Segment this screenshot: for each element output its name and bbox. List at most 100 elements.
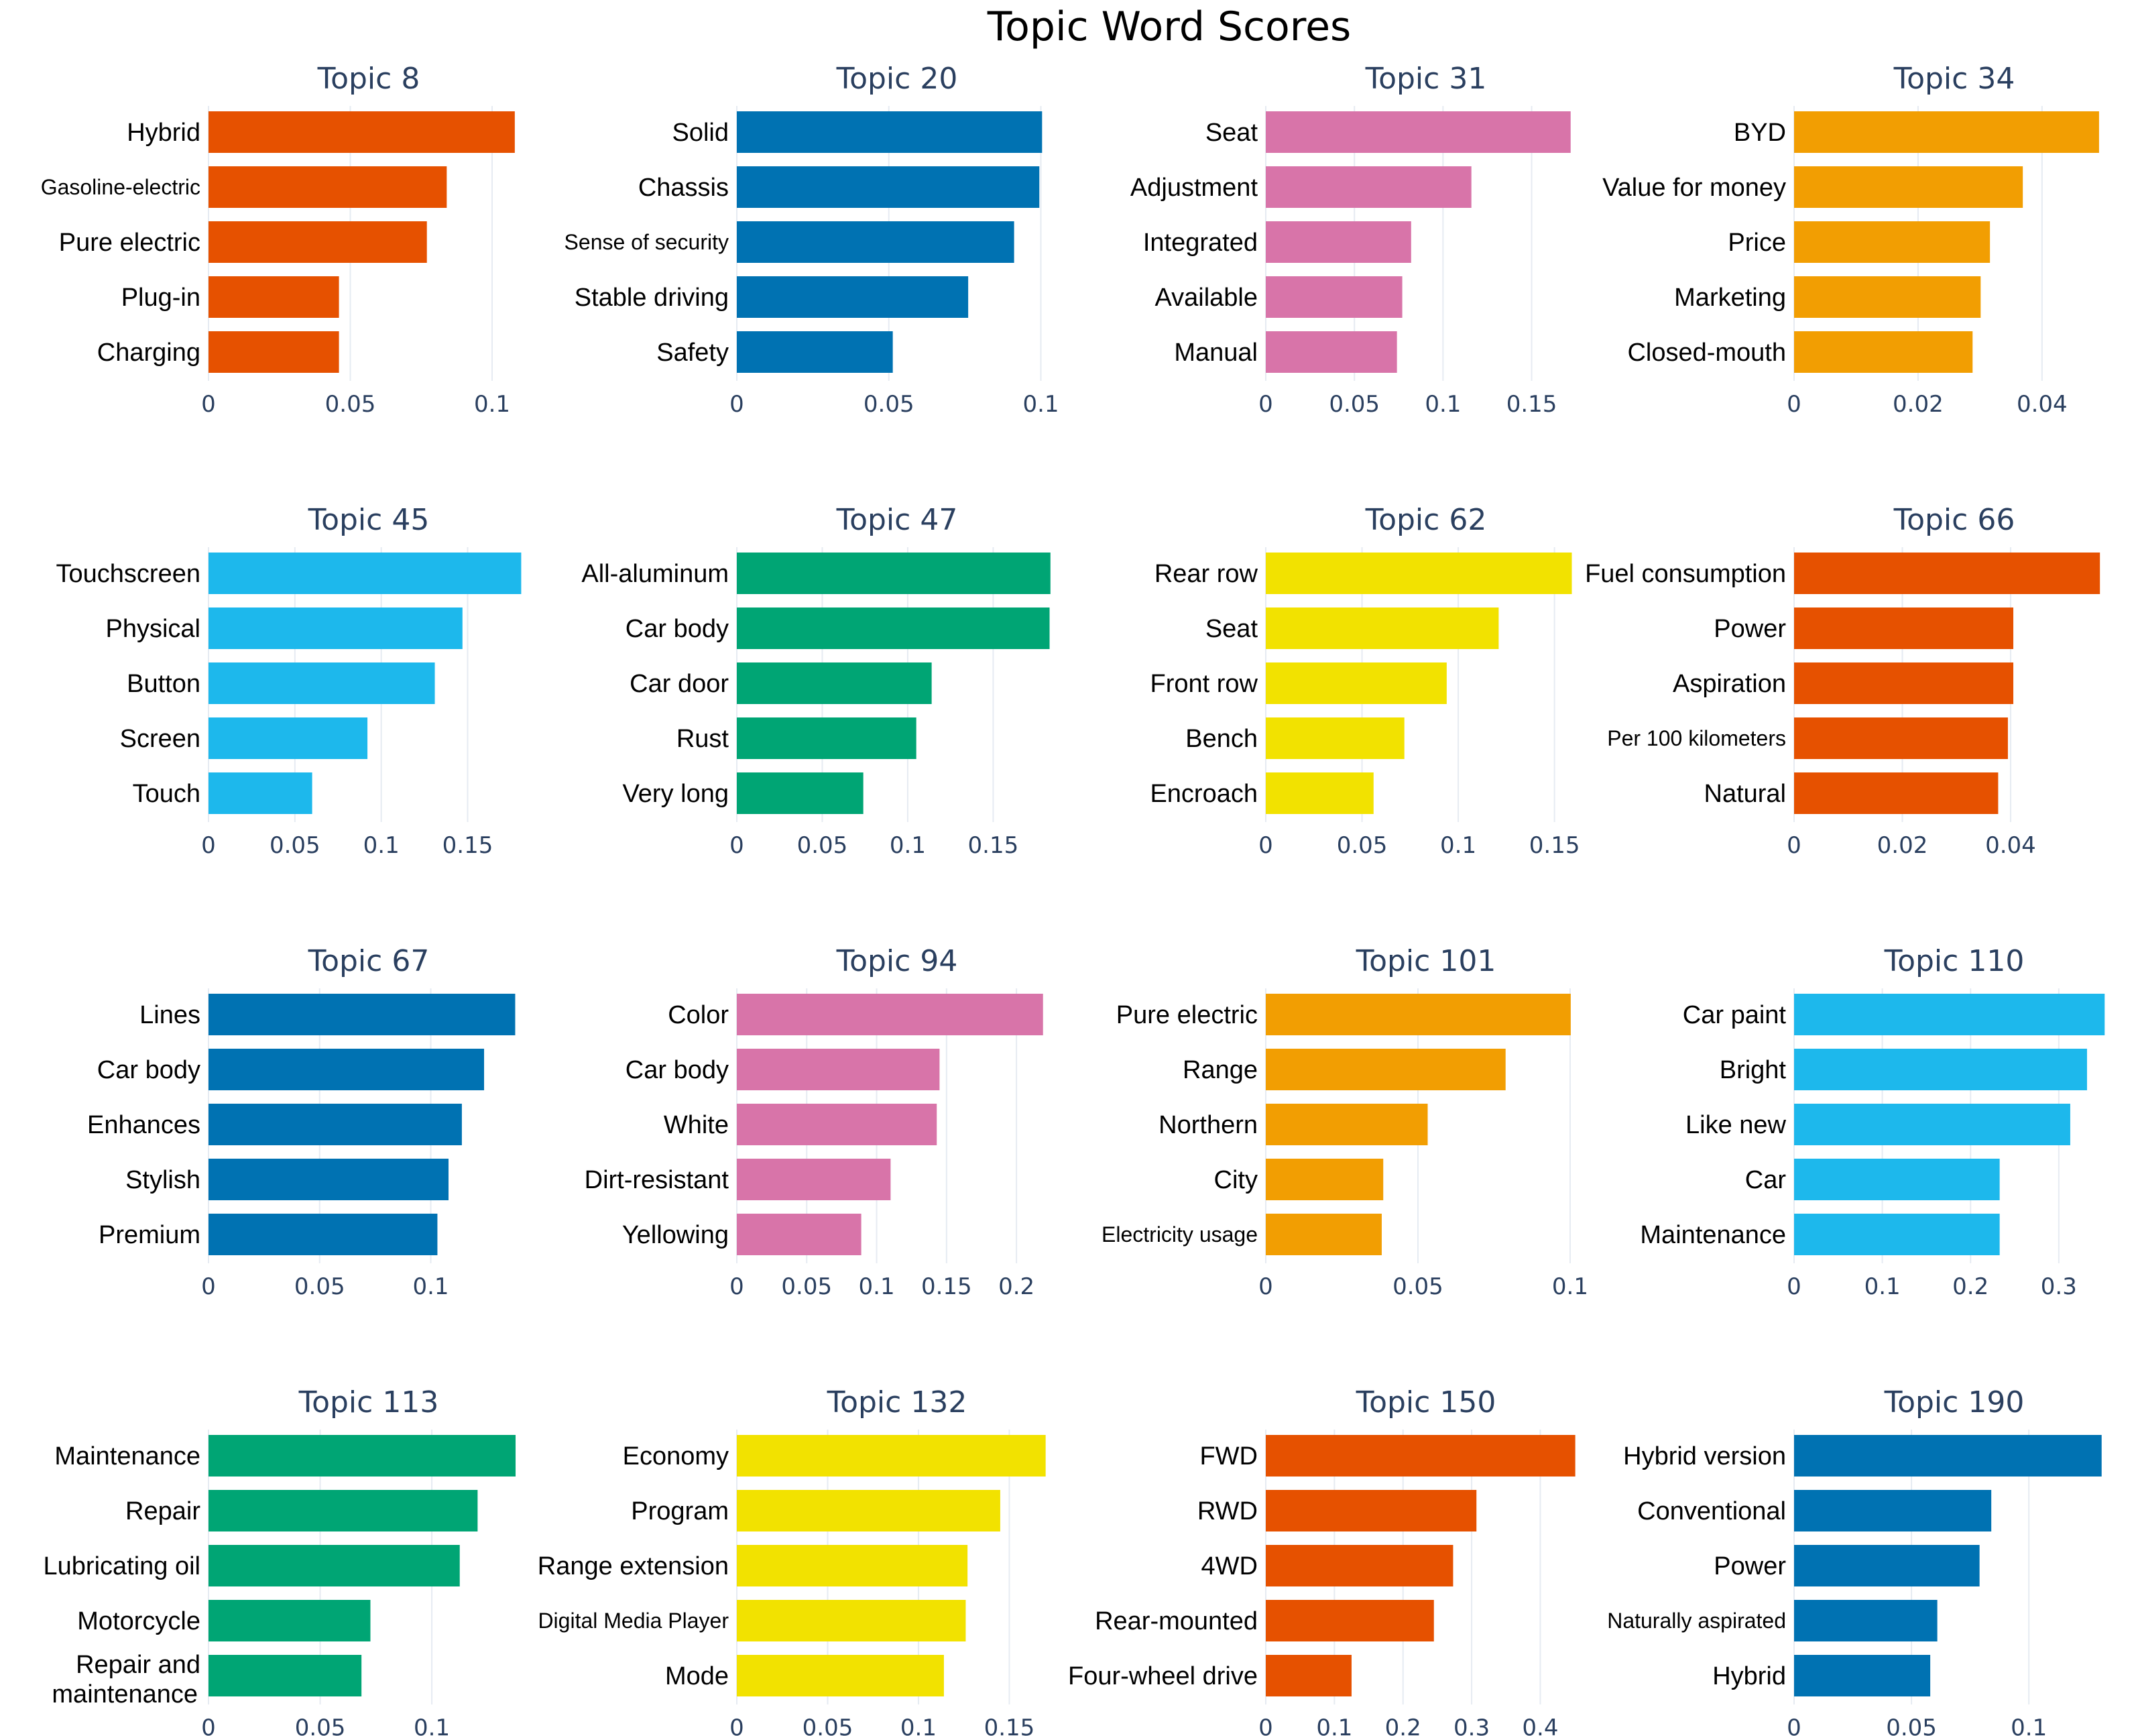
x-tick-label: 0.15 xyxy=(968,832,1019,859)
y-tick-label: Aspiration xyxy=(1673,670,1786,698)
x-tick-label: 0 xyxy=(1787,391,1801,418)
bar xyxy=(209,276,339,318)
y-tick-label: Car door xyxy=(630,670,729,698)
y-tick-label: Car body xyxy=(97,1056,200,1084)
panel-topic-101: 0 0.05 0.1 Topic 101 Pure electric Range North… xyxy=(1102,944,1588,1300)
y-tick-label: Physical xyxy=(106,615,201,643)
y-tick-label: Stylish xyxy=(125,1166,200,1194)
x-tick-label: 0.1 xyxy=(414,1715,450,1736)
bar xyxy=(209,1655,362,1696)
x-tick-label: 0 xyxy=(729,832,744,859)
y-tick-label: Range extension xyxy=(538,1552,729,1580)
panel-topic-190: 0 0.05 0.1 Topic 190 Hybrid version Conventio… xyxy=(1607,1385,2102,1736)
bar xyxy=(1266,1049,1506,1090)
panel-topic-62: 0 0.05 0.1 0.15 Topic 62 Rear row Seat Front ro… xyxy=(1150,503,1580,859)
x-tick-label: 0.1 xyxy=(363,832,400,859)
y-tick-label: Manual xyxy=(1174,339,1258,367)
bar xyxy=(737,662,932,704)
bar xyxy=(209,994,516,1035)
y-tick-label: Marketing xyxy=(1674,284,1786,312)
panel-title: Topic 8 xyxy=(317,62,420,96)
y-tick-label: Northern xyxy=(1159,1111,1258,1139)
x-tick-label: 0.15 xyxy=(1529,832,1580,859)
bar xyxy=(1794,1214,2000,1255)
bar xyxy=(1266,221,1411,263)
panel-topic-132: 0 0.05 0.1 0.15 Topic 132 Economy Program Range… xyxy=(538,1385,1046,1736)
bar xyxy=(1794,276,1981,318)
y-tick-label: Enhances xyxy=(87,1111,200,1139)
panel-topic-113: 0 0.05 0.1 Topic 113 Maintenance Repair Lubric… xyxy=(44,1385,516,1736)
x-tick-label: 0 xyxy=(729,1273,744,1300)
y-tick-label: Repair and maintenance xyxy=(52,1651,200,1709)
y-tick-label: Sense of security xyxy=(565,230,729,254)
y-tick-label: Front row xyxy=(1150,670,1258,698)
bar xyxy=(1266,607,1499,649)
y-tick-label: Gasoline-electric xyxy=(41,175,200,199)
bar xyxy=(737,1655,944,1696)
panel-topic-67: 0 0.05 0.1 Topic 67 Lines Car body Enhances Sty… xyxy=(87,944,516,1300)
x-tick-label: 0.3 xyxy=(1453,1715,1490,1736)
x-tick-label: 0.2 xyxy=(1952,1273,1989,1300)
y-tick-label: Car body xyxy=(626,615,729,643)
bar xyxy=(737,717,916,759)
panel-title: Topic 45 xyxy=(308,503,430,537)
bar xyxy=(737,553,1051,594)
y-tick-label: Repair xyxy=(125,1497,200,1525)
y-tick-label: Mode xyxy=(665,1662,729,1690)
panel-title: Topic 113 xyxy=(298,1385,439,1420)
bar xyxy=(1266,1600,1434,1641)
y-tick-label: Range xyxy=(1183,1056,1258,1084)
y-tick-label: 4WD xyxy=(1201,1552,1258,1580)
figure-title: Topic Word Scores xyxy=(987,3,1352,50)
bar xyxy=(1266,1159,1384,1200)
bar xyxy=(209,553,522,594)
panel-title: Topic 62 xyxy=(1365,503,1487,537)
panel-topic-110: 0 0.1 0.2 0.3 Topic 110 Car paint Bright Like n… xyxy=(1640,944,2105,1300)
bar xyxy=(209,221,427,263)
bar xyxy=(209,772,312,814)
bar xyxy=(1794,166,2023,208)
y-tick-label: All-aluminum xyxy=(581,560,729,588)
panel-title: Topic 20 xyxy=(836,62,958,96)
panel-topic-94: 0 0.05 0.1 0.15 0.2 Topic 94 Color Car body Whit… xyxy=(585,944,1043,1300)
y-tick-label: Naturally aspirated xyxy=(1607,1609,1786,1633)
x-tick-label: 0.1 xyxy=(890,832,926,859)
y-tick-label: Hybrid version xyxy=(1623,1442,1786,1470)
x-tick-label: 0 xyxy=(1258,1715,1273,1736)
x-tick-label: 0.05 xyxy=(797,832,848,859)
x-tick-label: 0.05 xyxy=(294,1273,345,1300)
bar xyxy=(1794,662,2014,704)
panel-title: Topic 66 xyxy=(1893,503,2015,537)
x-tick-label: 0.4 xyxy=(1522,1715,1558,1736)
y-tick-label: Motorcycle xyxy=(77,1607,200,1635)
bar xyxy=(1266,166,1472,208)
x-tick-label: 0.05 xyxy=(270,832,320,859)
x-tick-label: 0.1 xyxy=(1316,1715,1352,1736)
y-tick-label: Pure electric xyxy=(59,229,200,257)
panel-topic-47: 0 0.05 0.1 0.15 Topic 47 All-aluminum Car body… xyxy=(581,503,1051,859)
x-tick-label: 0 xyxy=(1258,1273,1273,1300)
y-tick-label: Economy xyxy=(623,1442,729,1470)
y-tick-label: RWD xyxy=(1197,1497,1258,1525)
x-tick-label: 0.15 xyxy=(1506,391,1557,418)
bar xyxy=(737,994,1043,1035)
y-tick-label: Like new xyxy=(1685,1111,1787,1139)
y-tick-label: Seat xyxy=(1205,119,1258,147)
bar xyxy=(209,1435,516,1477)
y-tick-label: Stable driving xyxy=(575,284,729,312)
x-tick-label: 0.05 xyxy=(781,1273,832,1300)
x-tick-label: 0.05 xyxy=(803,1715,853,1736)
x-tick-label: 0.05 xyxy=(1329,391,1380,418)
bar xyxy=(209,331,339,373)
y-tick-label: Digital Media Player xyxy=(538,1609,729,1633)
bar xyxy=(209,1214,438,1255)
y-tick-label: Natural xyxy=(1704,780,1787,808)
y-tick-label: Available xyxy=(1154,284,1258,312)
x-tick-label: 0.1 xyxy=(412,1273,449,1300)
x-tick-label: 0 xyxy=(729,391,744,418)
y-tick-label: Price xyxy=(1728,229,1786,257)
y-tick-label: Fuel consumption xyxy=(1585,560,1786,588)
x-tick-label: 0.2 xyxy=(1385,1715,1421,1736)
x-tick-label: 0.02 xyxy=(1877,832,1928,859)
bar xyxy=(1266,1214,1382,1255)
